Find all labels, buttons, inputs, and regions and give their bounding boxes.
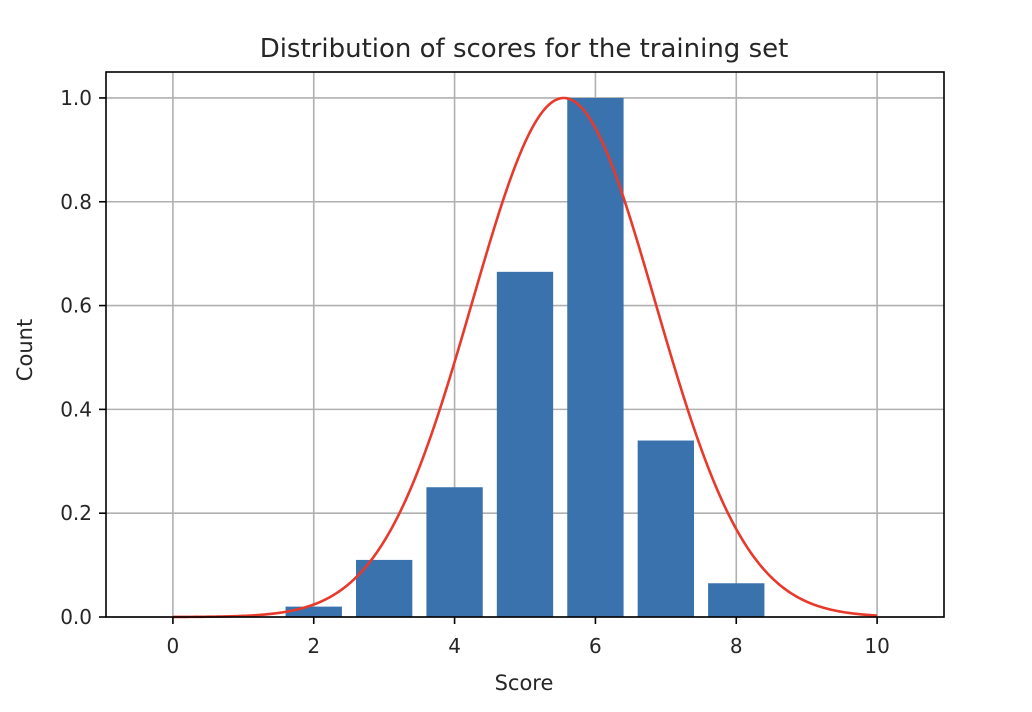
bar-score-8 [708,583,765,617]
curve-layer [172,96,878,619]
bar-layer [285,97,765,617]
y-tick-label-1: 0.2 [60,501,92,525]
x-tick-label-1: 2 [307,634,320,658]
y-tick-label-5: 1.0 [60,86,92,110]
plot-frame [105,71,945,618]
tick-layer: 0 2 4 6 8 10 0.0 0.2 0.4 0.6 0.8 1.0 [60,86,890,658]
x-tick-label-3: 6 [589,634,602,658]
x-tick-label-2: 4 [448,634,461,658]
chart-title: Distribution of scores for the training … [260,34,789,64]
bar-score-3 [355,559,413,617]
y-tick-label-2: 0.4 [60,397,92,421]
frame-layer [105,71,945,618]
bar-score-4 [426,487,483,617]
y-axis-title: Count [13,319,37,381]
bar-score-6 [567,97,624,617]
fit-curve [172,96,878,619]
y-tick-label-4: 0.8 [60,190,92,214]
y-tick-label-0: 0.0 [60,605,92,629]
bar-score-7 [637,440,695,617]
x-axis-title: Score [495,671,554,695]
y-tick-label-3: 0.6 [60,294,92,318]
bar-score-5 [496,271,554,617]
x-tick-label-0: 0 [167,634,180,658]
x-tick-label-5: 10 [864,634,889,658]
x-tick-label-4: 8 [730,634,743,658]
bar-score-2 [285,606,342,617]
